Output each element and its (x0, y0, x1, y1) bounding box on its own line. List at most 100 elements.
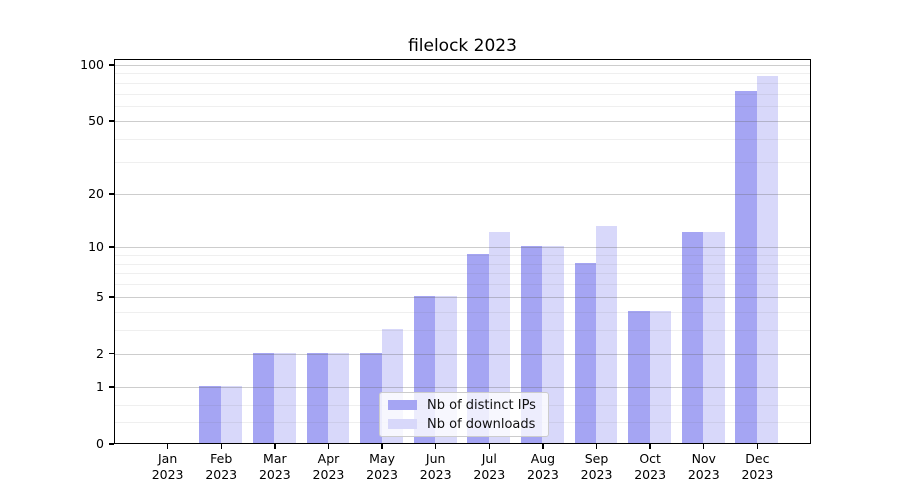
bar-distinct-ips (735, 90, 757, 443)
x-tick-label-line: Aug (530, 451, 556, 466)
y-tick-label: 10 (88, 239, 104, 255)
x-tick-label: Apr 2023 (296, 451, 360, 483)
chart-title: filelock 2023 (408, 36, 517, 56)
x-tick-label: Aug 2023 (511, 451, 575, 483)
x-tick-label: May 2023 (350, 451, 414, 483)
minor-gridline (115, 83, 810, 84)
x-tick (756, 444, 759, 449)
bar-distinct-ips (306, 352, 328, 443)
minor-gridline (115, 263, 810, 265)
major-gridline (115, 296, 810, 298)
bar-downloads (488, 232, 511, 443)
x-tick-label-line: Sep (584, 451, 609, 466)
x-tick-label: Nov 2023 (672, 451, 736, 483)
minor-gridline (115, 138, 810, 140)
major-gridline (115, 121, 810, 122)
x-tick-label-line: 2023 (419, 467, 452, 482)
x-tick-label-line: Jun (425, 451, 446, 466)
minor-gridline (115, 93, 810, 95)
bar-distinct-ips (574, 262, 597, 443)
legend-item: Nb of distinct IPs (388, 398, 540, 413)
y-tick-label: 0 (96, 436, 104, 451)
y-tick-label: 2 (96, 345, 104, 361)
x-tick (274, 444, 276, 449)
x-tick-label-line: 2023 (205, 467, 238, 482)
y-tick (109, 386, 114, 388)
legend-swatch-distinct-ips (388, 399, 417, 411)
bar-downloads (220, 386, 243, 443)
x-tick (381, 444, 383, 449)
minor-gridline (115, 161, 810, 163)
x-tick-label-line: 2023 (741, 467, 774, 482)
x-tick-label-line: Jan (157, 451, 178, 466)
x-tick-label-line: Dec (745, 451, 770, 466)
x-tick-label-line: 2023 (312, 467, 345, 482)
x-tick-label: Jul 2023 (457, 451, 521, 483)
x-tick-label-line: May (369, 451, 395, 466)
x-tick (327, 444, 330, 449)
x-tick (166, 444, 169, 449)
minor-gridline (115, 73, 810, 75)
x-tick (434, 444, 437, 449)
bar-distinct-ips (628, 310, 650, 443)
x-tick-label-line: Oct (639, 451, 661, 466)
plot-area (114, 59, 811, 444)
x-tick-label-line: Feb (210, 451, 233, 466)
bar-distinct-ips (199, 386, 221, 443)
major-gridline (115, 193, 810, 195)
y-tick (109, 120, 114, 122)
bar-distinct-ips (252, 352, 275, 443)
x-tick (649, 444, 651, 449)
bar-downloads (703, 232, 725, 443)
bar-downloads (649, 310, 672, 443)
minor-gridline (115, 106, 810, 108)
x-tick-label-line: 2023 (473, 467, 506, 482)
major-gridline (115, 353, 810, 355)
legend-swatch-downloads (388, 418, 417, 430)
x-tick-label-line: 2023 (527, 467, 559, 482)
y-tick (109, 64, 114, 66)
minor-gridline (115, 273, 810, 275)
major-gridline (115, 247, 810, 249)
y-tick (109, 193, 114, 195)
x-tick-label: Sep 2023 (565, 451, 629, 483)
x-tick-label: Mar 2023 (243, 451, 307, 483)
x-tick-label-line: 2023 (580, 467, 613, 482)
x-tick-label-line: 2023 (634, 467, 667, 482)
legend-label: Nb of distinct IPs (427, 397, 536, 413)
bar-downloads (274, 352, 296, 443)
x-tick-label-line: Mar (263, 451, 287, 466)
x-tick-label-line: Nov (691, 451, 716, 466)
x-tick-label-line: 2023 (151, 467, 184, 482)
y-tick-label: 50 (88, 113, 104, 128)
legend: Nb of distinct IPs Nb of downloads (379, 392, 549, 437)
y-tick (109, 353, 114, 355)
x-tick-label: Dec 2023 (725, 451, 789, 483)
y-tick-label: 1 (96, 379, 104, 395)
x-tick (703, 444, 705, 449)
y-tick-label: 5 (96, 288, 104, 304)
minor-gridline (115, 330, 810, 332)
x-tick-label-line: Jul (481, 451, 497, 466)
x-tick (220, 444, 222, 449)
x-tick-label: Oct 2023 (618, 451, 682, 483)
x-tick-label: Jan 2023 (136, 451, 200, 483)
x-tick-label: Feb 2023 (189, 451, 253, 483)
x-tick-label-line: Apr (317, 451, 340, 466)
x-tick (542, 444, 544, 449)
x-tick-label-line: 2023 (258, 467, 291, 482)
bar-downloads (327, 352, 350, 443)
major-gridline (115, 64, 810, 66)
y-tick (109, 246, 114, 248)
minor-gridline (115, 284, 810, 286)
legend-label: Nb of downloads (427, 416, 536, 432)
y-tick-label: 20 (88, 185, 104, 201)
bar-downloads (756, 76, 779, 443)
minor-gridline (115, 311, 810, 313)
bar-distinct-ips (360, 352, 382, 443)
x-tick (595, 444, 598, 449)
x-tick-label: Jun 2023 (404, 451, 468, 483)
major-gridline (115, 387, 810, 389)
y-tick-label: 100 (80, 56, 104, 72)
x-tick (488, 444, 490, 449)
